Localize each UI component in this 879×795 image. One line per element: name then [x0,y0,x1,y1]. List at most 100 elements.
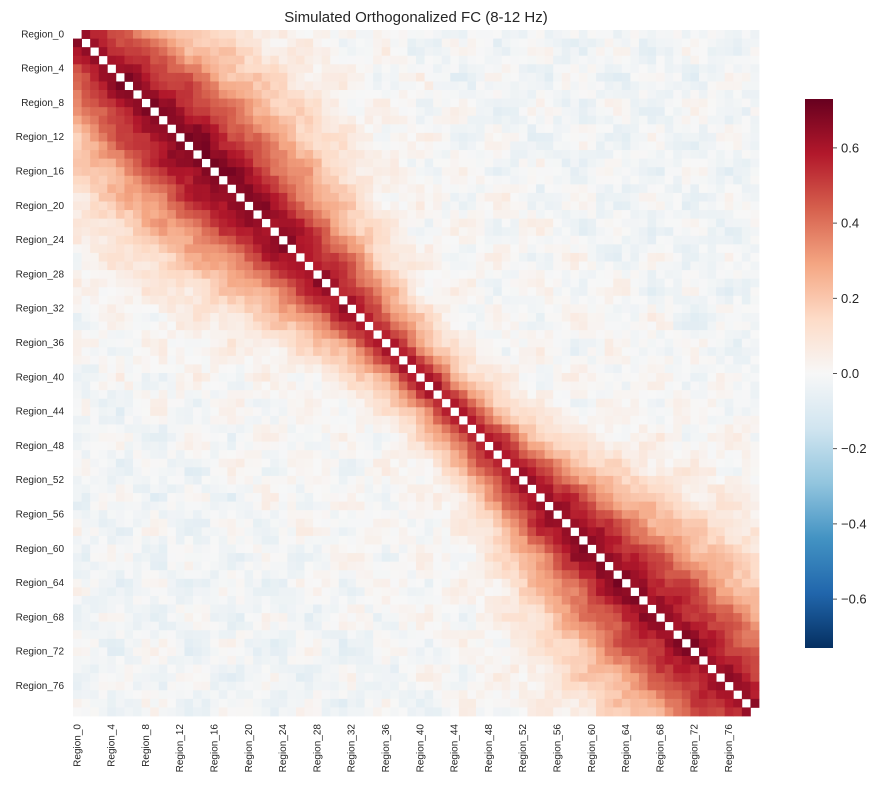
heatmap-cell [647,30,657,39]
heatmap-cell [364,312,374,322]
heatmap-cell [561,132,571,142]
heatmap-cell [604,398,614,408]
heatmap-cell [193,175,203,185]
heatmap-cell [150,527,160,537]
heatmap-cell [553,201,563,211]
heatmap-cell [630,450,640,460]
heatmap-cell [433,467,443,477]
heatmap-cell [150,124,160,134]
heatmap-cell [750,450,760,460]
heatmap-cell [313,175,323,185]
heatmap-cell [364,364,374,374]
heatmap-cell [733,167,743,177]
heatmap-cell [270,312,280,322]
heatmap-cell [484,175,494,185]
heatmap-cell [390,175,400,185]
heatmap-cell [330,321,340,331]
heatmap-cell [587,450,597,460]
heatmap-cell [467,201,477,211]
heatmap-cell [510,167,520,177]
heatmap-cell [133,321,142,331]
heatmap-cell [261,321,271,331]
heatmap-cell [390,544,400,554]
heatmap-cell [210,287,220,297]
heatmap-cell [690,167,700,177]
heatmap-cell [278,72,288,82]
heatmap-cell [210,553,220,563]
heatmap-cell [621,467,631,477]
heatmap-cell [450,433,460,442]
heatmap-cell [244,72,254,82]
heatmap-cell [381,364,391,374]
heatmap-cell [716,450,726,460]
heatmap-cell [510,227,520,237]
heatmap-cell [107,55,117,65]
heatmap-cell [664,150,674,160]
heatmap-cell [115,184,125,194]
heatmap-cell [115,64,125,74]
heatmap-cell [673,90,683,99]
heatmap-cell [321,244,331,254]
heatmap-cell [227,38,237,48]
heatmap-cell [244,381,254,391]
heatmap-cell [750,458,760,468]
heatmap-cell [604,90,614,99]
heatmap-cell [184,287,194,297]
heatmap-cell [630,72,640,82]
heatmap-cell [201,390,211,400]
heatmap-cell [193,270,203,280]
heatmap-cell [433,441,443,451]
heatmap-cell [98,355,108,365]
heatmap-cell [98,175,108,185]
heatmap-cell [433,227,443,237]
heatmap-cell [656,167,666,177]
heatmap-cell [398,501,408,511]
heatmap-cell [295,218,305,228]
heatmap-cell [553,124,563,134]
heatmap-cell [321,398,331,408]
heatmap-cell [227,312,237,322]
heatmap-cell [733,107,743,117]
heatmap-cell [733,338,743,348]
heatmap-cell [270,390,280,400]
heatmap-cell [235,355,245,365]
heatmap-cell [698,321,708,331]
heatmap-cell [750,30,760,39]
heatmap-cell [501,510,511,520]
heatmap-cell [621,510,631,520]
heatmap-cell [381,38,391,48]
heatmap-cell [536,484,546,494]
heatmap-cell [518,527,528,537]
heatmap-cell [201,553,211,563]
heatmap-cell [304,364,314,374]
heatmap-cell [235,493,245,503]
heatmap-cell [493,278,503,288]
heatmap-cell [347,167,357,177]
heatmap-cell [510,398,520,408]
heatmap-cell [158,295,168,305]
heatmap-cell [218,433,228,442]
heatmap-cell [416,218,425,228]
heatmap-cell [107,295,117,305]
heatmap-cell [724,458,734,468]
heatmap-cell [115,261,125,271]
heatmap-cell [493,458,503,468]
heatmap-cell [278,475,288,485]
heatmap-cell [467,47,477,57]
heatmap-cell [270,55,280,65]
heatmap-cell [570,72,580,82]
heatmap-cell [476,373,485,382]
heatmap-cell [467,373,477,382]
heatmap-cell [441,64,451,74]
heatmap-cell [347,244,357,254]
heatmap-cell [124,381,134,391]
heatmap-cell [750,141,760,151]
heatmap-cell [664,355,674,365]
heatmap-cell [630,458,640,468]
heatmap-cell [493,38,503,48]
heatmap-cell [698,175,708,185]
heatmap-cell [724,235,734,245]
heatmap-cell [690,338,700,348]
heatmap-cell [287,270,297,280]
heatmap-cell [193,38,203,48]
